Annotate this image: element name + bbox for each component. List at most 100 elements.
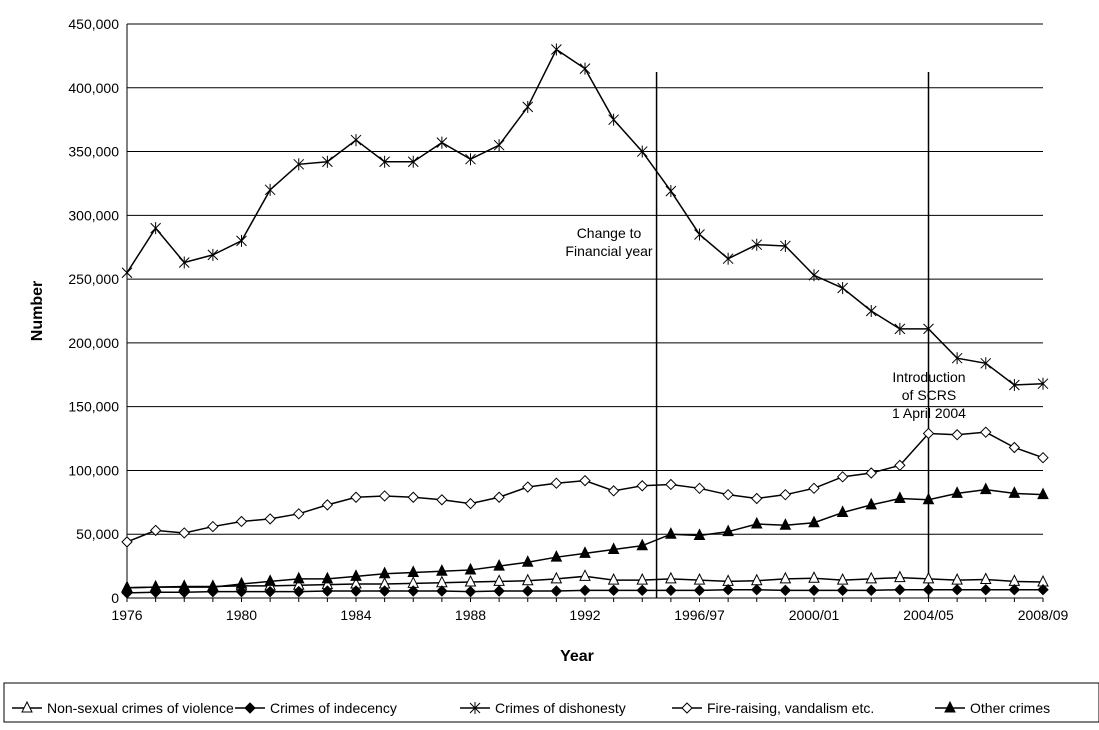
annotation-text: Change to <box>577 225 642 241</box>
y-tick-label: 450,000 <box>68 16 119 32</box>
data-point-fire-raising-vandalism-etc <box>751 492 763 505</box>
data-point-crimes-of-indecency <box>350 585 362 597</box>
data-point-other-crimes <box>693 528 706 540</box>
data-point-crimes-of-indecency <box>579 584 591 597</box>
data-point-non-sexual-crimes-of-violence <box>836 573 849 585</box>
legend-label: Crimes of dishonesty <box>495 700 626 716</box>
legend-item-crimes-of-dishonesty: Crimes of dishonesty <box>460 700 626 716</box>
data-point-fire-raising-vandalism-etc <box>836 471 849 483</box>
data-point-crimes-of-dishonesty <box>465 153 476 166</box>
y-tick-label: 50,000 <box>76 526 119 542</box>
y-tick-label: 0 <box>111 590 119 606</box>
x-axis-title: Year <box>560 648 594 665</box>
data-point-fire-raising-vandalism-etc <box>894 459 906 472</box>
data-point-other-crimes <box>607 542 620 555</box>
data-point-crimes-of-dishonesty <box>350 134 362 147</box>
data-point-other-crimes <box>550 550 563 562</box>
y-tick-label: 150,000 <box>68 399 119 415</box>
data-point-crimes-of-indecency <box>751 584 763 596</box>
annotation-lines <box>655 72 930 598</box>
data-point-crimes-of-dishonesty <box>865 305 877 317</box>
data-point-non-sexual-crimes-of-violence <box>722 574 734 586</box>
data-point-non-sexual-crimes-of-violence <box>922 571 935 584</box>
data-point-crimes-of-dishonesty <box>980 357 992 370</box>
data-point-crimes-of-indecency <box>293 585 305 598</box>
data-point-crimes-of-dishonesty <box>608 113 619 126</box>
data-point-other-crimes <box>149 580 162 592</box>
data-point-crimes-of-dishonesty <box>236 234 247 247</box>
y-tick-label: 300,000 <box>68 207 119 223</box>
data-point-fire-raising-vandalism-etc <box>149 524 162 537</box>
data-point-crimes-of-dishonesty <box>407 155 419 168</box>
data-point-fire-raising-vandalism-etc <box>378 490 391 502</box>
y-tick-label: 400,000 <box>68 80 119 96</box>
data-point-other-crimes <box>1008 486 1021 498</box>
data-point-non-sexual-crimes-of-violence <box>750 573 763 586</box>
data-point-non-sexual-crimes-of-violence <box>808 571 820 583</box>
data-point-fire-raising-vandalism-etc <box>951 429 963 441</box>
data-point-crimes-of-dishonesty <box>665 185 677 198</box>
data-point-other-crimes <box>178 580 191 592</box>
annotation-text: Introduction <box>892 369 965 385</box>
data-point-crimes-of-dishonesty <box>522 100 534 113</box>
x-tick-label: 1996/97 <box>674 607 725 623</box>
data-point-fire-raising-vandalism-etc <box>321 499 334 511</box>
annotation-text: 1 April 2004 <box>892 405 966 421</box>
data-point-fire-raising-vandalism-etc <box>407 491 419 503</box>
data-point-fire-raising-vandalism-etc <box>293 508 305 520</box>
data-point-crimes-of-dishonesty <box>894 322 906 335</box>
data-point-fire-raising-vandalism-etc <box>207 520 219 533</box>
data-point-other-crimes <box>665 527 677 539</box>
data-point-crimes-of-dishonesty <box>551 43 562 56</box>
data-point-non-sexual-crimes-of-violence <box>521 573 534 586</box>
x-tick-label: 1988 <box>455 607 486 623</box>
data-point-other-crimes <box>951 486 963 498</box>
x-tick-label: 1992 <box>569 607 600 623</box>
legend-label: Fire-raising, vandalism etc. <box>707 700 874 716</box>
data-point-fire-raising-vandalism-etc <box>808 482 820 495</box>
x-tick-label: 1980 <box>226 607 257 623</box>
data-point-fire-raising-vandalism-etc <box>980 426 992 438</box>
data-point-crimes-of-indecency <box>779 584 792 597</box>
data-point-other-crimes <box>579 546 591 558</box>
y-tick-label: 250,000 <box>68 271 119 287</box>
x-tick-label: 2000/01 <box>789 607 840 623</box>
data-point-non-sexual-crimes-of-violence <box>1008 574 1021 586</box>
data-point-crimes-of-indecency <box>607 584 620 597</box>
data-point-crimes-of-dishonesty <box>178 256 190 269</box>
series-line-fire-raising-vandalism-etc <box>126 431 1044 543</box>
data-point-crimes-of-indecency <box>951 584 963 596</box>
data-point-non-sexual-crimes-of-violence <box>550 571 563 584</box>
data-point-crimes-of-dishonesty <box>751 238 763 251</box>
annotations: Change to Financial year Introduction of SC… <box>565 225 966 421</box>
annotation-text: of SCRS <box>902 387 956 403</box>
data-point-non-sexual-crimes-of-violence <box>607 573 620 585</box>
data-point-fire-raising-vandalism-etc <box>522 481 534 493</box>
y-tick-label: 350,000 <box>68 144 119 160</box>
data-point-crimes-of-dishonesty <box>264 183 276 196</box>
data-point-other-crimes <box>407 565 420 577</box>
data-point-crimes-of-indecency <box>922 584 935 596</box>
data-point-crimes-of-indecency <box>808 584 820 597</box>
data-point-crimes-of-indecency <box>665 584 677 597</box>
data-point-non-sexual-crimes-of-violence <box>779 571 792 584</box>
data-point-crimes-of-dishonesty <box>1037 377 1049 390</box>
data-point-crimes-of-dishonesty <box>951 352 963 365</box>
data-point-crimes-of-indecency <box>693 584 706 597</box>
data-point-crimes-of-dishonesty <box>322 155 333 168</box>
legend: Non-sexual crimes of violence Crimes of i… <box>12 700 1050 716</box>
data-point-other-crimes <box>865 497 878 510</box>
data-point-other-crimes <box>264 574 276 586</box>
data-point-crimes-of-indecency <box>264 585 276 598</box>
data-point-fire-raising-vandalism-etc <box>665 478 677 491</box>
data-point-crimes-of-dishonesty <box>379 155 390 168</box>
data-point-crimes-of-indecency <box>522 585 534 597</box>
data-point-non-sexual-crimes-of-violence <box>693 573 706 585</box>
data-point-crimes-of-indecency <box>235 585 248 598</box>
y-tick-label: 200,000 <box>68 335 119 351</box>
data-point-crimes-of-dishonesty <box>808 269 820 282</box>
legend-marker <box>244 702 256 714</box>
data-point-fire-raising-vandalism-etc <box>1008 441 1021 454</box>
data-point-crimes-of-indecency <box>980 584 992 596</box>
